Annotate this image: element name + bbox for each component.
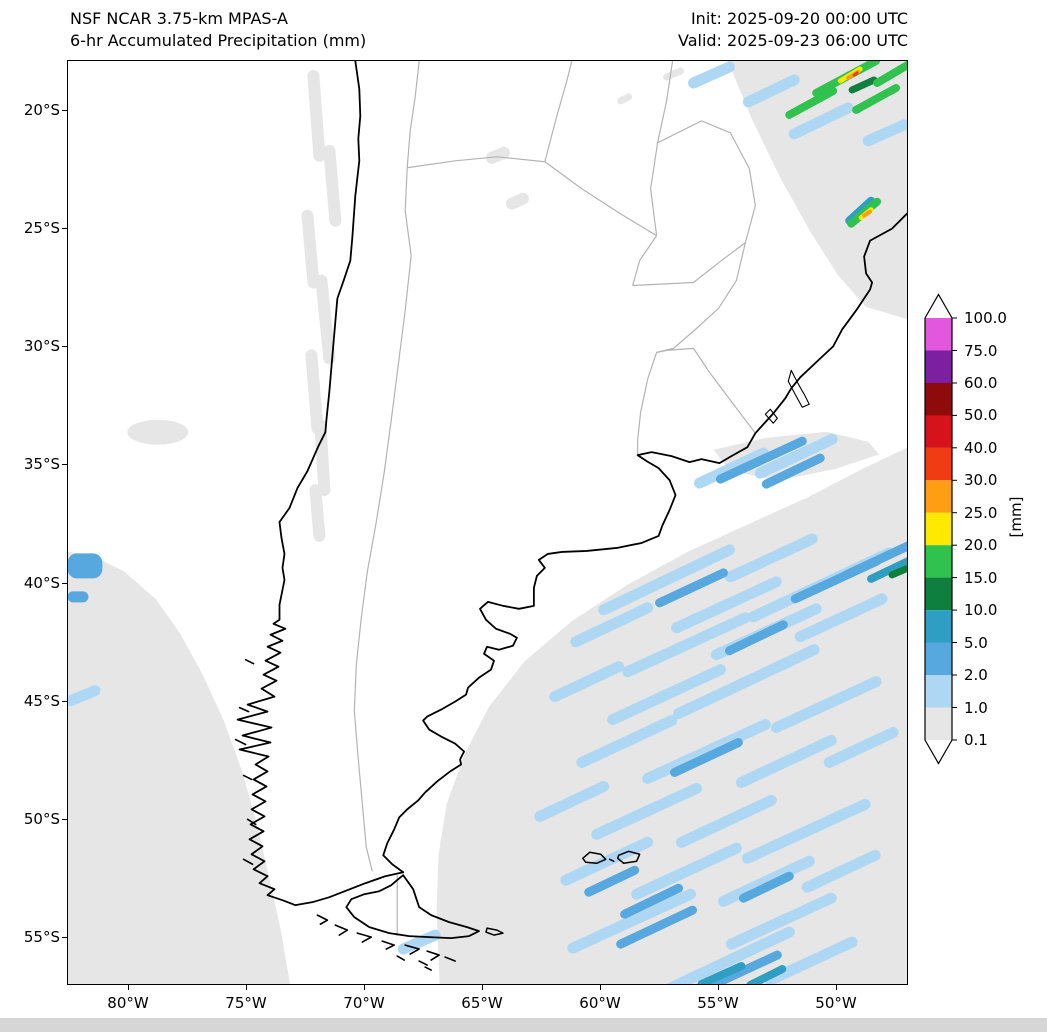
precip-light-layer	[68, 61, 907, 984]
colorbar-tick-label: 60.0	[964, 374, 998, 392]
precip-moderate-layer	[68, 436, 907, 984]
colorbar-ticks	[952, 317, 957, 741]
y-tick-label: 45°S	[23, 692, 60, 710]
y-tick	[62, 819, 67, 820]
y-tick	[62, 937, 67, 938]
bottom-strip	[0, 1018, 1047, 1032]
colorbar-segment	[925, 545, 952, 578]
x-tick-label: 70°W	[343, 994, 385, 1012]
precip-heavy-layer	[697, 196, 907, 984]
y-tick	[62, 228, 67, 229]
y-tick-label: 30°S	[23, 337, 60, 355]
colorbar-tick-label: 50.0	[964, 406, 998, 425]
colorbar-segment	[925, 642, 952, 675]
colorbar-tick-label: 25.0	[964, 503, 998, 522]
map-canvas	[68, 61, 907, 984]
y-tick	[62, 583, 67, 584]
init-time: Init: 2025-09-20 00:00 UTC	[690, 9, 908, 28]
y-tick-label: 50°S	[23, 810, 60, 828]
colorbar-tick-label: 5.0	[964, 633, 988, 652]
x-tick-label: 50°W	[815, 994, 857, 1012]
colorbar-tick-label: 75.0	[964, 341, 998, 360]
colorbar-segment	[925, 480, 952, 513]
y-tick-label: 25°S	[23, 219, 60, 237]
colorbar: 100.0 75.0 60.0 50.0 40.0 30.0 25.0 20.0…	[922, 293, 1047, 777]
colorbar-segment	[925, 350, 952, 383]
colorbar-tick-label: 40.0	[964, 438, 998, 457]
colorbar-tick-label: 1.0	[964, 698, 988, 717]
y-tick-label: 55°S	[23, 928, 60, 946]
y-tick	[62, 464, 67, 465]
colorbar-tick-label: 0.1	[964, 731, 988, 749]
colorbar-extend-high	[925, 294, 952, 318]
x-tick	[128, 985, 129, 990]
colorbar-unit-label: [mm]	[1007, 496, 1025, 538]
x-tick	[718, 985, 719, 990]
x-tick	[364, 985, 365, 990]
colorbar-tick-label: 20.0	[964, 536, 998, 555]
x-tick-label: 65°W	[461, 994, 503, 1012]
product-title: 6-hr Accumulated Precipitation (mm)	[70, 31, 367, 50]
map-area	[67, 60, 908, 985]
colorbar-segment	[925, 415, 952, 448]
colorbar-segment	[925, 447, 952, 481]
colorbar-svg	[924, 293, 957, 765]
colorbar-segment	[925, 707, 952, 740]
colorbar-segment	[925, 577, 952, 611]
x-tick-label: 60°W	[579, 994, 621, 1012]
country-borders	[353, 61, 756, 937]
y-tick	[62, 110, 67, 111]
colorbar-tick-label: 2.0	[964, 666, 988, 684]
precip-red-layer	[852, 71, 859, 77]
colorbar-tick-label: 100.0	[964, 309, 1007, 327]
colorbar-tick-label: 15.0	[964, 568, 998, 587]
precip-very-heavy-layer	[848, 76, 907, 579]
colorbar-segment	[925, 512, 952, 546]
x-tick	[482, 985, 483, 990]
model-title: NSF NCAR 3.75-km MPAS-A	[70, 9, 288, 28]
coastlines	[234, 61, 907, 971]
y-tick-label: 40°S	[23, 574, 60, 592]
y-tick	[62, 346, 67, 347]
x-tick	[246, 985, 247, 990]
colorbar-segment	[925, 383, 952, 416]
x-tick	[600, 985, 601, 990]
x-tick-label: 55°W	[697, 994, 739, 1012]
y-tick-label: 20°S	[23, 101, 60, 119]
colorbar-tick-label: 30.0	[964, 471, 998, 490]
y-tick	[62, 701, 67, 702]
colorbar-tick-label: 10.0	[964, 601, 998, 620]
x-tick-label: 75°W	[225, 994, 267, 1012]
colorbar-segment	[925, 675, 952, 708]
colorbar-segment	[925, 318, 952, 351]
x-tick-label: 80°W	[107, 994, 149, 1012]
x-tick	[836, 985, 837, 990]
y-tick-label: 35°S	[23, 455, 60, 473]
colorbar-segment	[925, 610, 952, 643]
valid-time: Valid: 2025-09-23 06:00 UTC	[677, 31, 908, 50]
colorbar-extend-low	[925, 740, 952, 764]
